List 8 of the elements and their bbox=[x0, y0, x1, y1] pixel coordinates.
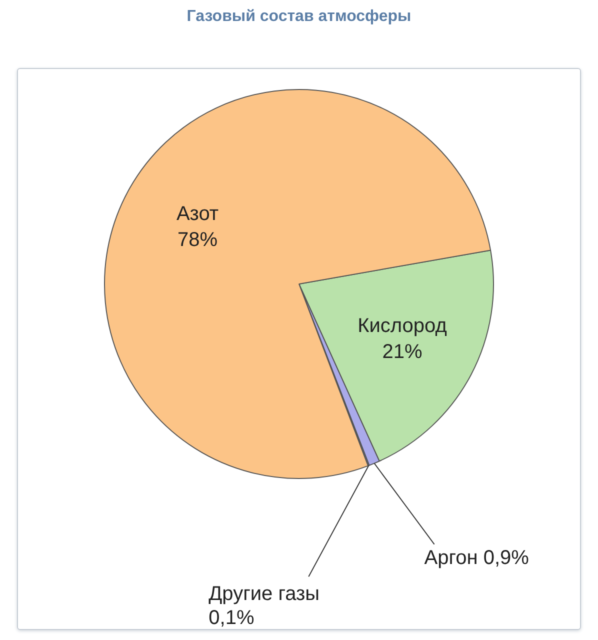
chart-title: Газовый состав атмосферы bbox=[186, 8, 412, 26]
slice-label: Кислород bbox=[358, 314, 448, 337]
slice-label: Другие газы bbox=[208, 583, 320, 606]
data-label: 78% bbox=[178, 228, 218, 251]
slice-label: Азот bbox=[176, 202, 219, 225]
slice-label: Аргон 0,9% bbox=[424, 546, 530, 569]
data-label: 21% bbox=[382, 340, 422, 363]
data-label: 0,1% bbox=[208, 607, 254, 630]
